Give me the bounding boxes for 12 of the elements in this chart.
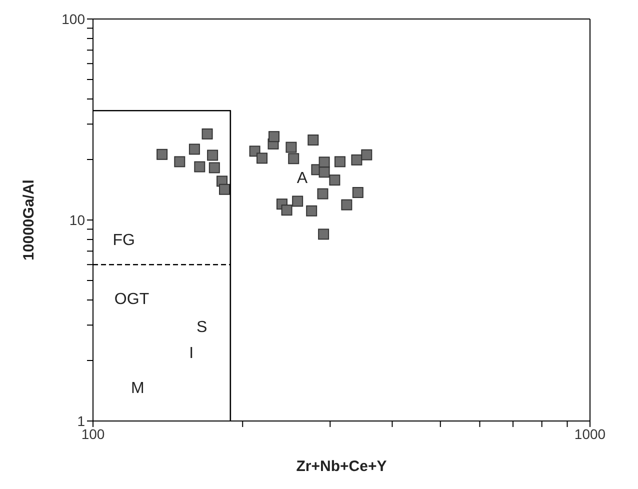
y-axis-title: 10000Ga/Al <box>20 180 38 260</box>
annotation: OGT <box>114 290 150 308</box>
annotation: FG <box>112 232 135 248</box>
annotation: I <box>189 344 194 362</box>
y-tick-label: 10 <box>69 212 86 228</box>
y-tick-label: 100 <box>62 10 86 27</box>
annotation: M <box>131 380 144 397</box>
x-axis-title: Zr+Nb+Ce+Y <box>296 458 387 475</box>
x-tick-label: 1000 <box>574 426 606 442</box>
annotation: S <box>196 319 208 336</box>
y-tick-label: 1 <box>77 412 86 429</box>
annotation: A <box>296 170 308 187</box>
